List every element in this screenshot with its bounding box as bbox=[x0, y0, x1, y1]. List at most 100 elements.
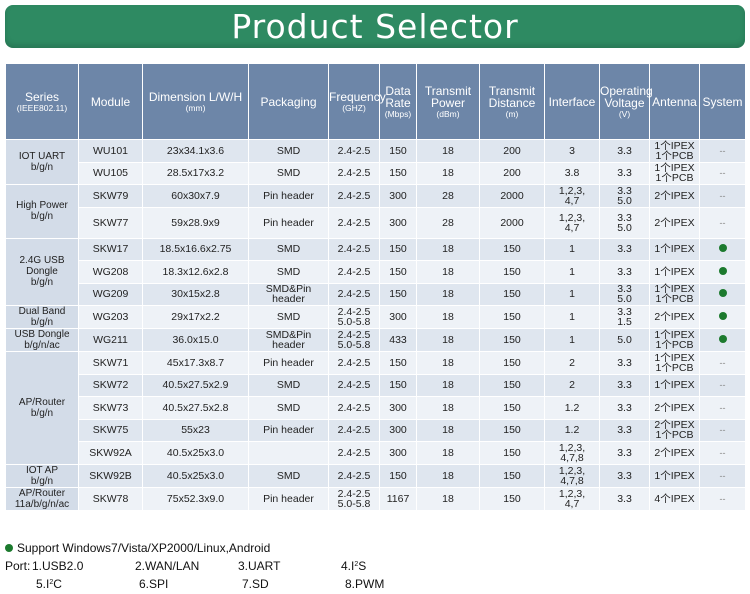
column-header: Interface bbox=[544, 63, 600, 140]
system-cell bbox=[699, 260, 746, 284]
dimension-cell: 23x34.1x3.6 bbox=[142, 139, 249, 163]
system-cell: -- bbox=[699, 373, 746, 397]
antenna-cell: 1个IPEX 1个PCB bbox=[649, 282, 700, 306]
column-header-label: Frequency bbox=[329, 89, 386, 104]
voltage-cell: 5.0 bbox=[599, 328, 650, 352]
antenna-cell: 4个IPEX bbox=[649, 486, 700, 511]
module-cell: SKW92A bbox=[78, 441, 143, 465]
interface-cell: 1,2,3, 4,7,8 bbox=[544, 463, 600, 488]
column-header: Dimension L/W/H (mm) bbox=[142, 63, 249, 140]
dimension-cell: 18.3x12.6x2.8 bbox=[142, 260, 249, 284]
packaging-cell: Pin header bbox=[248, 206, 329, 239]
port-label: Port: bbox=[5, 559, 31, 573]
table-row: IOT AP b/g/n SKW92B 40.5x25x3.0 SMD 2.4-2.5 15… bbox=[5, 463, 746, 488]
column-header: Frequency (GHZ) bbox=[328, 63, 386, 140]
series-cell: Dual Band b/g/n bbox=[5, 305, 79, 329]
interface-cell: 1 bbox=[544, 328, 600, 352]
dimension-cell: 28.5x17x3.2 bbox=[142, 161, 249, 185]
distance-cell: 150 bbox=[479, 260, 545, 284]
module-cell: SKW79 bbox=[78, 184, 143, 208]
voltage-cell: 3.3 bbox=[599, 260, 650, 284]
port-item: 1.USB2.0 bbox=[32, 559, 84, 573]
table-row: AP/Router b/g/n SKW71 45x17.3x8.7 Pin header… bbox=[5, 351, 746, 465]
not-supported-dash: -- bbox=[719, 217, 726, 228]
interface-cell: 1.2 bbox=[544, 418, 600, 442]
column-header-label: Module bbox=[90, 94, 131, 109]
voltage-cell: 3.3 5.0 bbox=[599, 282, 650, 306]
interface-cell: 1 bbox=[544, 260, 600, 284]
ports-line-1: Port: 1.USB2.0 2.WAN/LAN 3.UART 4.I2S bbox=[5, 557, 745, 575]
series-cell: High Power b/g/n bbox=[5, 184, 79, 239]
column-header-unit: (IEEE802.11) bbox=[16, 102, 68, 113]
data-rate-cell: 150 bbox=[379, 463, 417, 488]
system-cell: -- bbox=[699, 463, 746, 488]
antenna-cell: 1个IPEX bbox=[649, 237, 700, 261]
frequency-cell: 2.4-2.5 bbox=[328, 139, 380, 163]
distance-cell: 150 bbox=[479, 441, 545, 465]
dimension-cell: 40.5x27.5x2.8 bbox=[142, 396, 249, 420]
module-cell: SKW92B bbox=[78, 463, 143, 488]
table-row: Dual Band b/g/n WG203 29x17x2.2 SMD 2.4-2.5 5.… bbox=[5, 305, 746, 329]
system-cell bbox=[699, 328, 746, 352]
product-table: Series (IEEE802.11) Module Dimension L/W/H(… bbox=[5, 63, 746, 511]
frequency-cell: 2.4-2.5 5.0-5.8 bbox=[328, 486, 380, 511]
series-cell: IOT UART b/g/n bbox=[5, 139, 79, 185]
antenna-cell: 1个IPEX 1个PCB bbox=[649, 351, 700, 375]
voltage-cell: 3.3 bbox=[599, 441, 650, 465]
voltage-cell: 3.3 bbox=[599, 139, 650, 163]
power-cell: 18 bbox=[416, 161, 480, 185]
table-row: SKW77 59x28.9x9 Pin header 2.4-2.5 300 28 2000… bbox=[6, 206, 746, 239]
table-row: AP/Router 11a/b/g/n/ac SKW78 75x52.3x9.0 Pin… bbox=[5, 486, 746, 511]
supported-dot-icon bbox=[718, 289, 727, 298]
power-cell: 18 bbox=[416, 486, 480, 511]
power-cell: 18 bbox=[416, 418, 480, 442]
distance-cell: 150 bbox=[479, 305, 545, 329]
port-item: 8.PWM bbox=[345, 577, 385, 591]
series-cell: USB Dongle b/g/n/ac bbox=[5, 328, 79, 352]
title-banner: Product Selector bbox=[5, 5, 745, 48]
antenna-cell: 1个IPEX 1个PCB bbox=[649, 328, 700, 352]
power-cell: 28 bbox=[416, 206, 480, 239]
series-cell: 2.4G USB Dongle b/g/n bbox=[5, 237, 79, 306]
table-header-row: Series (IEEE802.11) Module Dimension L/W/H(… bbox=[5, 63, 746, 140]
data-rate-cell: 300 bbox=[379, 184, 417, 208]
column-header-unit: (mm) bbox=[185, 102, 206, 113]
supported-dot-icon bbox=[718, 266, 727, 275]
column-header: System bbox=[699, 63, 746, 140]
data-rate-cell: 300 bbox=[379, 206, 417, 239]
power-cell: 18 bbox=[416, 139, 480, 163]
data-rate-cell: 150 bbox=[379, 237, 417, 261]
system-cell bbox=[699, 305, 746, 329]
dimension-cell: 45x17.3x8.7 bbox=[142, 351, 249, 375]
frequency-cell: 2.4-2.5 bbox=[328, 441, 380, 465]
system-cell: -- bbox=[699, 441, 746, 465]
dimension-cell: 59x28.9x9 bbox=[142, 206, 249, 239]
module-cell: SKW78 bbox=[78, 486, 143, 511]
table-row: High Power b/g/n SKW79 60x30x7.9 Pin header 2… bbox=[5, 184, 746, 239]
column-header-unit: (GHZ) bbox=[342, 102, 366, 113]
power-cell: 28 bbox=[416, 184, 480, 208]
module-cell: WG211 bbox=[78, 328, 143, 352]
data-rate-cell: 150 bbox=[379, 351, 417, 375]
column-header-unit: (dBm) bbox=[436, 108, 460, 119]
column-header-label: Dimension L/W/H bbox=[148, 89, 243, 104]
frequency-cell: 2.4-2.5 bbox=[328, 237, 380, 261]
series-cell: AP/Router 11a/b/g/n/ac bbox=[5, 486, 79, 511]
frequency-cell: 2.4-2.5 bbox=[328, 418, 380, 442]
antenna-cell: 1个IPEX bbox=[649, 463, 700, 488]
dimension-cell: 55x23 bbox=[142, 418, 249, 442]
port-item: 3.UART bbox=[238, 559, 281, 573]
not-supported-dash: -- bbox=[719, 425, 726, 436]
packaging-cell: Pin header bbox=[248, 184, 329, 208]
voltage-cell: 3.3 bbox=[599, 486, 650, 511]
table-row: WU105 28.5x17x3.2 SMD 2.4-2.5 150 18 200 3.8 3.3… bbox=[6, 161, 746, 185]
distance-cell: 2000 bbox=[479, 206, 545, 239]
voltage-cell: 3.3 bbox=[599, 418, 650, 442]
antenna-cell: 1个IPEX bbox=[649, 373, 700, 397]
packaging-cell: SMD&Pin header bbox=[248, 328, 329, 352]
dimension-cell: 40.5x27.5x2.9 bbox=[142, 373, 249, 397]
module-cell: SKW17 bbox=[78, 237, 143, 261]
table-body: IOT UART b/g/n WU101 23x34.1x3.6 SMD 2.4-2.5 1… bbox=[5, 139, 746, 511]
interface-cell: 1,2,3, 4,7 bbox=[544, 184, 600, 208]
antenna-cell: 1个IPEX 1个PCB bbox=[649, 139, 700, 163]
